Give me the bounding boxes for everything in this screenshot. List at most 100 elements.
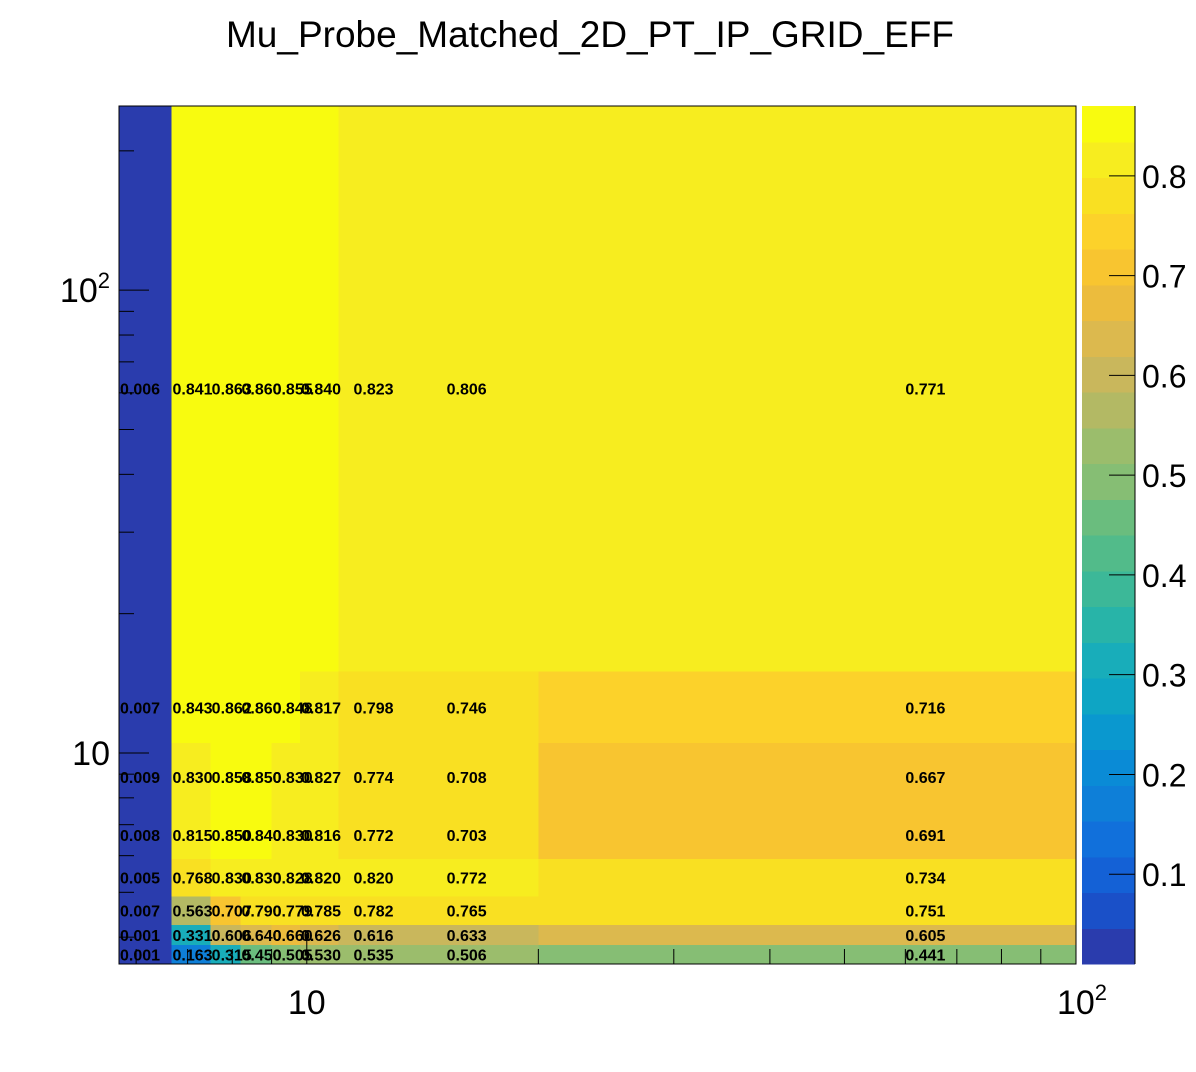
heatmap-cell [119,743,172,811]
cell-value-label: 0.830 [172,770,212,787]
cell-value-label: 0.716 [905,700,945,717]
heatmap-cell [538,859,1076,897]
cell-value-label: 0.790 [241,904,281,921]
heatmap-cell [338,924,539,945]
cell-value-label: 0.707 [212,904,252,921]
cell-value-label: 0.530 [301,947,341,964]
cell-value-label: 0.815 [172,828,212,845]
heatmap-cell [210,106,241,672]
cell-value-label: 0.751 [905,904,945,921]
cell-value-label: 0.772 [447,871,487,888]
cell-value-label: 0.806 [447,382,487,399]
cell-value-label: 0.823 [353,382,393,399]
cell-value-label: 0.001 [120,947,160,964]
cell-value-label: 0.633 [447,928,487,945]
heatmap-cell [300,743,339,811]
cell-value-label: 0.691 [905,828,945,845]
colorbar-segment [1082,427,1135,464]
heatmap-cell [538,896,1076,925]
colorbar-segment [1082,785,1135,822]
cell-value-label: 0.816 [301,828,341,845]
cell-value-label: 0.626 [301,928,341,945]
heatmap-cell [240,106,272,672]
cell-value-label: 0.007 [120,700,160,717]
heatmap-cell [538,924,1076,945]
cell-value-label: 0.820 [353,871,393,888]
cell-value-label: 0.009 [120,770,160,787]
heatmap-cell [240,743,272,811]
heatmap-cell [300,924,339,945]
cell-value-label: 0.535 [353,947,393,964]
heatmap-cell [338,671,539,744]
cell-value-label: 0.779 [273,904,313,921]
cell-value-label: 0.830 [273,770,313,787]
colorbar-segment [1082,642,1135,679]
heatmap-cell [338,106,539,672]
colorbar-segment [1082,284,1135,321]
heatmap-cell [171,944,211,964]
heatmap-cell [240,944,272,964]
y-tick-label: 10 [72,735,110,773]
cell-value-label: 0.843 [172,700,212,717]
colorbar-tick-label: 0.2 [1142,757,1186,793]
cell-value-label: 0.860 [241,700,281,717]
cell-value-label: 0.828 [273,871,313,888]
cell-value-label: 0.563 [172,904,212,921]
cell-value-label: 0.506 [447,947,487,964]
colorbar-segment [1082,141,1135,178]
heatmap-cell [538,944,1076,964]
heatmap-cell [538,671,1076,744]
heatmap-cell [240,859,272,897]
colorbar-segment [1082,106,1135,143]
heatmap-cell [271,743,301,811]
colorbar-tick-label: 0.3 [1142,658,1186,694]
heatmap-cell [119,671,172,744]
heatmap-cell [119,810,172,860]
cell-value-label: 0.007 [120,904,160,921]
colorbar-segment [1082,392,1135,429]
colorbar-segment [1082,499,1135,536]
heatmap-cell [210,859,241,897]
heatmap-cell [210,924,241,945]
cell-value-label: 0.850 [212,828,252,845]
cell-value-label: 0.708 [447,770,487,787]
cell-value-label: 0.006 [120,382,160,399]
colorbar-tick-label: 0.5 [1142,458,1186,494]
colorbar-tick-label: 0.4 [1142,558,1186,594]
colorbar-segment [1082,713,1135,750]
cell-value-label: 0.001 [120,928,160,945]
heatmap-cell [271,859,301,897]
cell-value-label: 0.817 [301,700,341,717]
cell-value-label: 0.008 [120,828,160,845]
cell-value-label: 0.616 [353,928,393,945]
heatmap-cell [338,944,539,964]
heatmap-cell [171,859,211,897]
cell-value-label: 0.848 [273,700,313,717]
heatmap-cell [240,810,272,860]
heatmap-cell [119,106,172,672]
cell-value-label: 0.860 [241,382,281,399]
heatmap-cell [300,106,339,672]
cell-value-label: 0.840 [241,828,281,845]
chart-title: Mu_Probe_Matched_2D_PT_IP_GRID_EFF [225,14,954,55]
colorbar-segment [1082,213,1135,250]
colorbar-segment [1082,606,1135,643]
heatmap-cell [171,671,211,744]
heatmap-cell [210,810,241,860]
cell-value-label: 0.830 [212,871,252,888]
heatmap-cell [338,743,539,811]
cell-value-label: 0.820 [301,871,341,888]
cell-value-label: 0.785 [301,904,341,921]
heatmap-cell [300,896,339,925]
heatmap-cell [300,671,339,744]
cell-value-label: 0.840 [301,382,341,399]
heatmap-cell [538,810,1076,860]
colorbar-segment [1082,177,1135,214]
cell-value-label: 0.734 [905,871,945,888]
heatmap-cell [538,743,1076,811]
colorbar-tick-label: 0.8 [1142,159,1186,195]
tick-exponent: 2 [98,268,110,293]
colorbar-segment [1082,356,1135,393]
heatmap-cell [119,944,172,964]
